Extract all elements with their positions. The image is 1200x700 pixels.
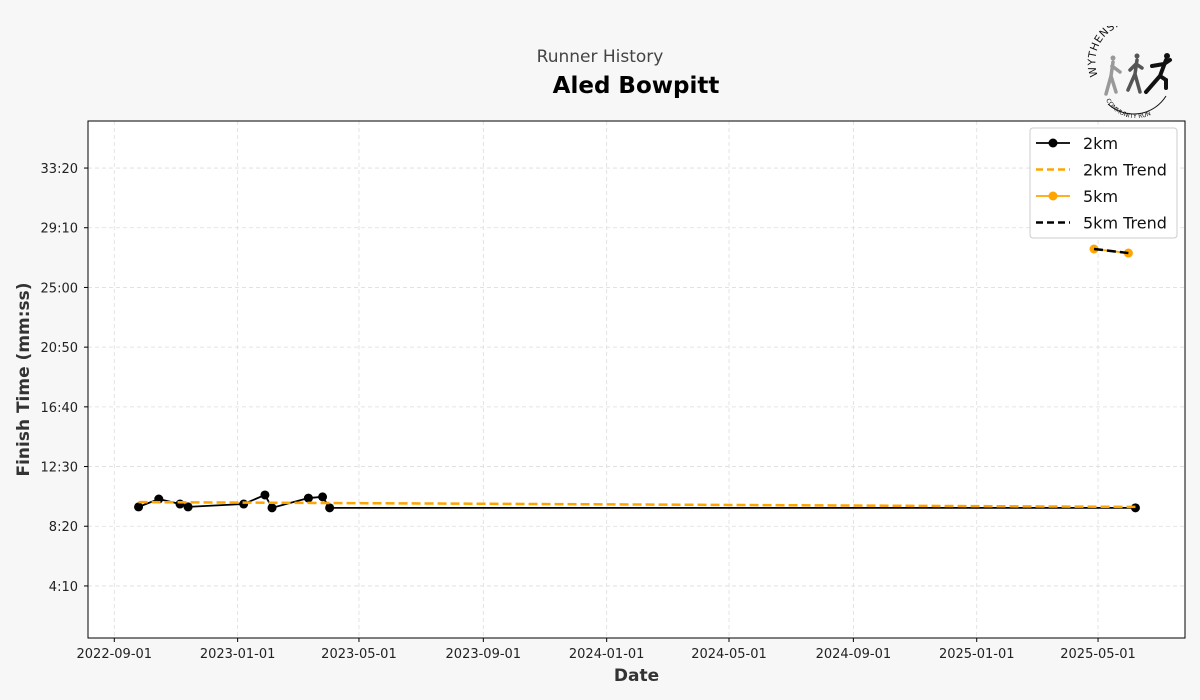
- data-point-2km: [239, 499, 249, 509]
- data-point-2km: [325, 503, 335, 513]
- data-point-2km: [267, 503, 277, 513]
- legend-label-5km: 5km: [1083, 187, 1118, 206]
- series-line-5km-trend: [1093, 247, 1129, 255]
- series-line-2km-trend: [138, 500, 1136, 509]
- y-tick-label: 4:10: [49, 580, 78, 595]
- y-tick-label: 33:20: [41, 162, 78, 177]
- y-tick-label: 8:20: [49, 520, 78, 535]
- plot-frame: [87, 120, 1186, 639]
- x-tick-label: 2025-05-01: [1060, 647, 1136, 662]
- legend-label-2km-trend: 2km Trend: [1083, 161, 1167, 180]
- wythenshawe-logo: WYTHENSHAWE COMMUNITY RUN: [1086, 26, 1172, 118]
- legend-label-5km-trend: 5km Trend: [1083, 214, 1167, 233]
- y-tick-label: 29:10: [41, 222, 78, 237]
- chart-suptitle: Runner History: [536, 47, 664, 67]
- data-point-2km: [318, 492, 328, 502]
- data-point-2km: [1130, 503, 1140, 513]
- data-point-2km: [134, 502, 144, 512]
- data-point-2km: [303, 493, 313, 503]
- data-point-2km: [175, 499, 185, 509]
- legend-label-2km: 2km: [1083, 134, 1118, 153]
- legend-marker-5km: [1048, 191, 1058, 201]
- x-tick-label: 2024-09-01: [816, 647, 892, 662]
- x-tick-label: 2023-05-01: [321, 647, 397, 662]
- chart-title: Aled Bowpitt: [552, 73, 720, 99]
- y-tick-label: 12:30: [41, 461, 78, 476]
- x-tick-label: 2024-01-01: [569, 647, 645, 662]
- x-tick-label: 2025-01-01: [939, 647, 1015, 662]
- y-axis-label: Finish Time (mm:ss): [14, 282, 34, 476]
- y-tick-label: 16:40: [41, 401, 78, 416]
- svg-text:COMMUNITY RUN: COMMUNITY RUN: [1104, 97, 1152, 118]
- x-tick-label: 2023-01-01: [200, 647, 276, 662]
- x-axis-label: Date: [614, 666, 659, 686]
- legend-marker-2km: [1048, 138, 1058, 148]
- x-tick-label: 2022-09-01: [77, 647, 153, 662]
- data-point-2km: [260, 490, 270, 500]
- data-point-2km: [183, 502, 193, 512]
- legend: [1029, 127, 1178, 239]
- plot-area: [88, 121, 1185, 638]
- y-tick-label: 20:50: [41, 341, 78, 356]
- y-tick-label: 25:00: [41, 281, 78, 296]
- x-tick-label: 2024-05-01: [691, 647, 767, 662]
- x-tick-label: 2023-09-01: [446, 647, 522, 662]
- data-point-5km: [1123, 248, 1133, 258]
